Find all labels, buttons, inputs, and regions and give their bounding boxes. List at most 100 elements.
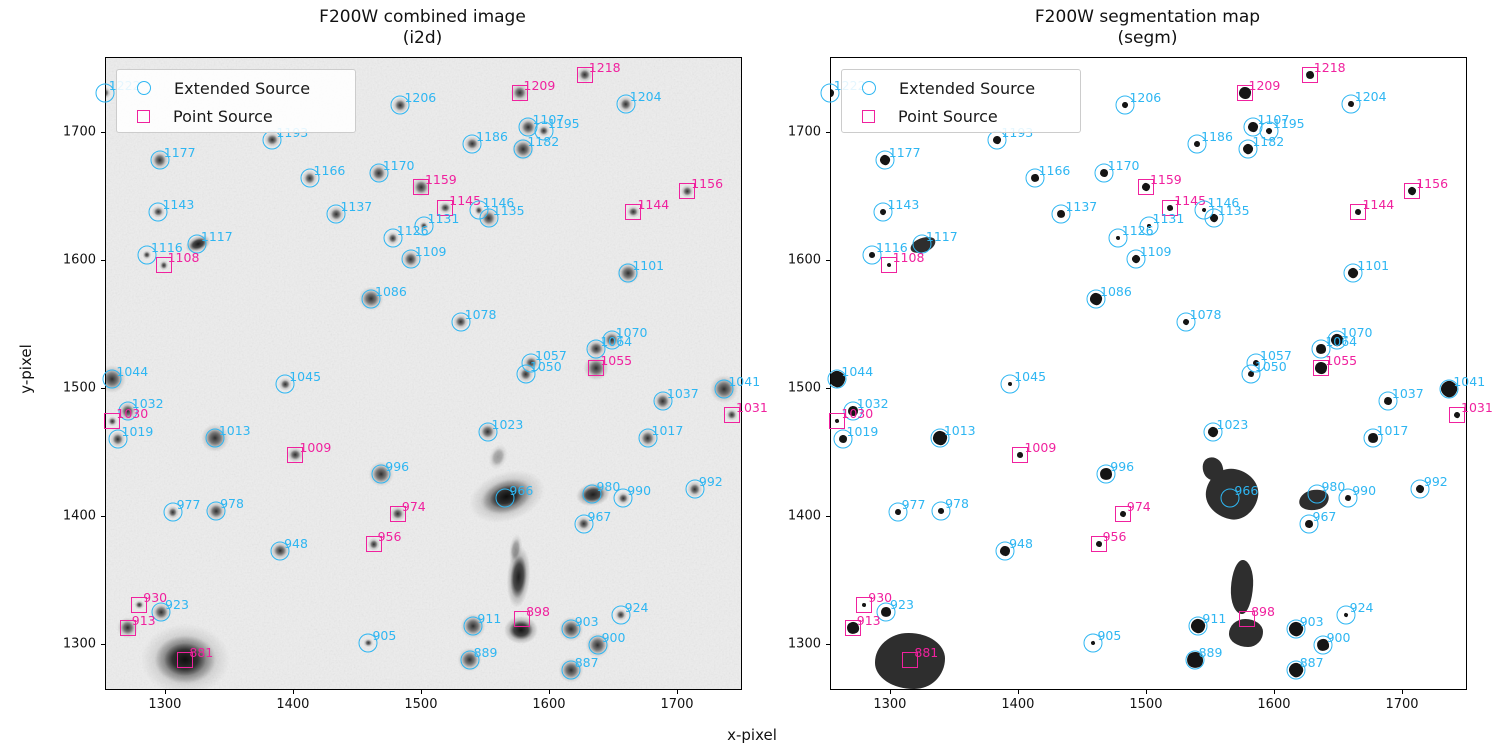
source-966-marker xyxy=(495,488,515,508)
source-889-label: 889 xyxy=(473,644,498,660)
source-1144-label: 1144 xyxy=(637,196,670,212)
source-smudge xyxy=(134,599,144,610)
source-996-label: 996 xyxy=(1110,458,1135,474)
source-1170-label: 1170 xyxy=(382,158,415,174)
source-977-label: 977 xyxy=(901,497,926,513)
source-1182-marker xyxy=(513,139,533,159)
y-tick-label: 1300 xyxy=(787,636,821,652)
source-smudge xyxy=(287,447,304,463)
x-tick-mark xyxy=(1273,690,1275,694)
source-1143-label: 1143 xyxy=(162,196,195,212)
source-992-marker xyxy=(1410,479,1430,499)
source-1209-marker xyxy=(511,84,528,101)
source-980-marker xyxy=(1307,484,1327,504)
source-889-label: 889 xyxy=(1198,644,1223,660)
source-967-marker xyxy=(574,514,594,534)
source-1108-label: 1108 xyxy=(892,250,925,266)
source-1117-marker xyxy=(912,234,932,254)
legend: Extended Source Point Source xyxy=(841,69,1081,133)
y-axis-label: y-pixel xyxy=(17,344,35,394)
legend-label-extended: Extended Source xyxy=(174,78,311,98)
source-978-marker xyxy=(931,501,951,521)
source-1101-marker xyxy=(1343,263,1363,283)
y-tick-label: 1400 xyxy=(62,508,96,524)
source-996-label: 996 xyxy=(385,458,410,474)
source-1109-label: 1109 xyxy=(1139,243,1172,259)
source-1144-marker xyxy=(1350,203,1367,220)
source-898-label: 898 xyxy=(1251,603,1275,619)
source-1086-label: 1086 xyxy=(375,283,407,299)
x-tick-mark xyxy=(164,690,166,694)
source-1117-label: 1117 xyxy=(200,228,233,244)
source-977-marker xyxy=(163,502,183,522)
source-1045-marker xyxy=(275,374,295,394)
x-tick-mark xyxy=(676,690,678,694)
source-992-label: 992 xyxy=(698,474,723,490)
source-948-label: 948 xyxy=(1009,535,1033,551)
source-1019-marker xyxy=(108,429,128,449)
source-948-marker xyxy=(270,541,290,561)
source-1135-marker xyxy=(479,208,499,228)
source-smudge xyxy=(583,355,609,381)
source-1070-marker xyxy=(602,330,622,350)
source-1064-label: 1064 xyxy=(600,333,633,349)
source-1159-label: 1159 xyxy=(1149,172,1182,188)
source-996-marker xyxy=(1096,464,1116,484)
source-1177-marker xyxy=(875,150,895,170)
extended-source-icon xyxy=(862,81,876,95)
source-1057-label: 1057 xyxy=(535,347,567,363)
source-974-label: 974 xyxy=(401,498,426,514)
source-smudge xyxy=(725,408,739,422)
source-smudge xyxy=(116,616,139,639)
y-tick-mark xyxy=(101,132,105,134)
source-996-marker xyxy=(371,464,391,484)
source-1078-marker xyxy=(1176,312,1196,332)
source-1030-marker xyxy=(829,413,846,430)
source-930-label: 930 xyxy=(868,589,893,605)
plot-area-segm: 1222121812091206120411071195119311861182… xyxy=(788,57,1493,712)
panel-title-line1: F200W combined image xyxy=(319,7,526,27)
source-905-marker xyxy=(1083,633,1103,653)
y-tick-mark xyxy=(101,388,105,390)
source-1045-label: 1045 xyxy=(289,369,322,385)
source-1116-label: 1116 xyxy=(875,240,908,256)
source-1009-label: 1009 xyxy=(1024,439,1057,455)
source-1037-marker xyxy=(653,391,673,411)
y-tick-mark xyxy=(826,644,830,646)
source-1206-label: 1206 xyxy=(404,90,437,106)
source-1017-marker xyxy=(638,428,658,448)
source-978-marker xyxy=(206,501,226,521)
source-1086-marker xyxy=(361,289,381,309)
source-1143-label: 1143 xyxy=(887,196,920,212)
source-1186-label: 1186 xyxy=(1201,128,1233,144)
source-930-marker xyxy=(856,596,873,613)
source-1204-marker xyxy=(1341,94,1361,114)
source-smudge xyxy=(107,416,118,427)
source-990-label: 990 xyxy=(627,483,652,499)
source-1109-marker xyxy=(401,249,421,269)
x-tick-label: 1700 xyxy=(660,697,694,712)
source-1023-label: 1023 xyxy=(1216,416,1249,432)
x-tick-mark xyxy=(420,690,422,694)
source-1135-marker xyxy=(1204,208,1224,228)
source-1170-marker xyxy=(369,163,389,183)
source-990-marker xyxy=(613,488,633,508)
legend: Extended Source Point Source xyxy=(116,69,356,133)
source-1023-label: 1023 xyxy=(491,416,524,432)
source-1195-marker xyxy=(1259,121,1279,141)
source-1013-label: 1013 xyxy=(943,423,976,439)
source-1108-marker xyxy=(155,257,172,274)
source-1013-marker xyxy=(205,428,225,448)
panel-title-line2: (i2d) xyxy=(402,28,443,48)
source-1146-label: 1146 xyxy=(482,195,515,211)
source-1186-marker xyxy=(462,134,482,154)
source-1144-marker xyxy=(625,203,642,220)
point-source-icon xyxy=(137,109,150,123)
source-smudge xyxy=(681,184,694,198)
source-911-label: 911 xyxy=(1202,611,1227,627)
source-1032-label: 1032 xyxy=(856,396,889,412)
source-911-marker xyxy=(1188,616,1208,636)
source-1206-marker xyxy=(390,95,410,115)
source-905-marker xyxy=(358,633,378,653)
